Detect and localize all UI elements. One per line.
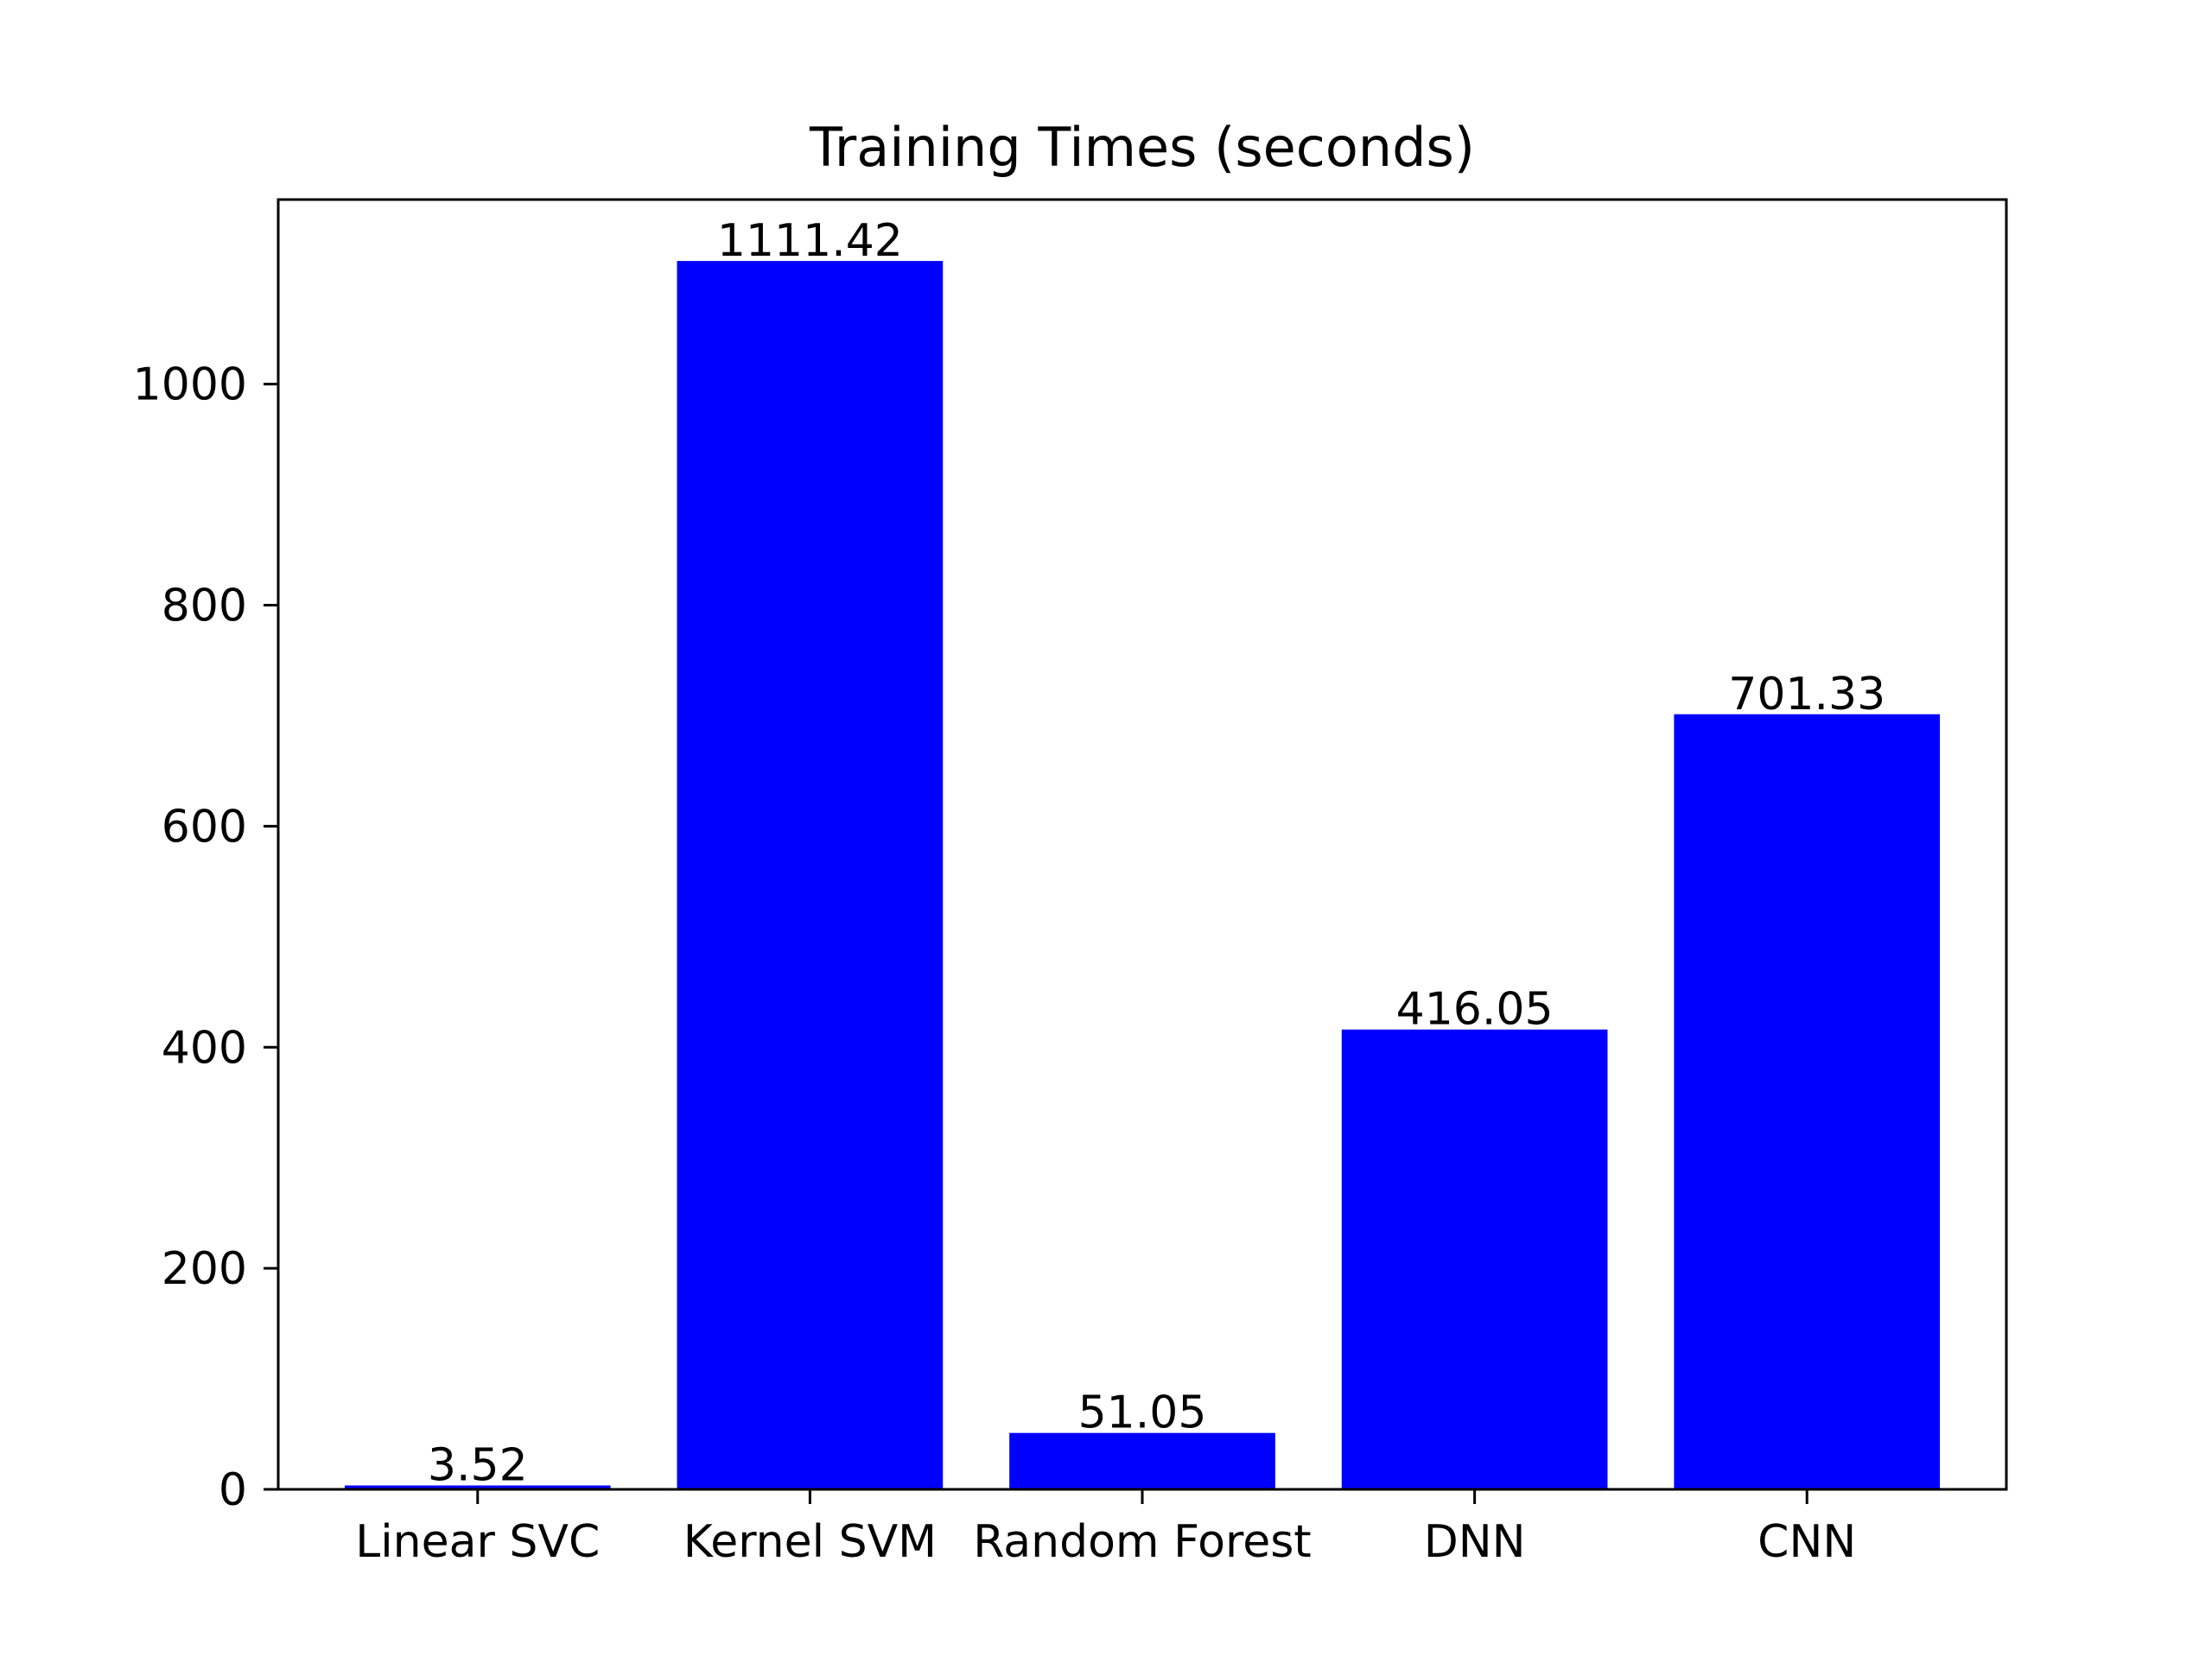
chart-title: Training Times (seconds) (809, 116, 1475, 179)
y-tick-label-3: 600 (162, 801, 247, 853)
x-tick-label-0: Linear SVC (355, 1516, 600, 1568)
y-tick-label-2: 400 (162, 1022, 247, 1074)
data-label-0: 3.52 (428, 1439, 528, 1491)
bar-2 (1009, 1432, 1275, 1489)
data-labels-layer: 3.52 1111.42 51.05 416.05 701.33 (428, 215, 1885, 1491)
x-tick-label-4: CNN (1758, 1516, 1856, 1568)
bar-3 (1341, 1029, 1608, 1489)
x-tick-label-3: DNN (1424, 1516, 1526, 1568)
bar-4 (1674, 714, 1941, 1489)
y-tick-label-5: 1000 (133, 359, 247, 411)
plot-area-frame (276, 198, 2008, 1491)
y-tick-label-1: 200 (162, 1243, 247, 1295)
x-tick-label-2: Random Forest (973, 1516, 1311, 1568)
y-tick-label-0: 0 (219, 1464, 247, 1516)
x-tick-label-1: Kernel SVM (683, 1516, 937, 1568)
data-label-2: 51.05 (1078, 1387, 1207, 1439)
x-axis: Linear SVC Kernel SVM Random Forest DNN CNN (355, 1489, 1856, 1568)
bar-0 (344, 1485, 611, 1489)
bars-layer (344, 261, 1941, 1489)
y-axis: 0 200 400 600 800 1000 (133, 359, 278, 1516)
data-label-4: 701.33 (1728, 669, 1885, 720)
data-label-1: 1111.42 (717, 215, 903, 267)
data-label-3: 416.05 (1396, 984, 1554, 1036)
y-tick-label-4: 800 (162, 581, 247, 632)
bar-1 (677, 261, 944, 1489)
